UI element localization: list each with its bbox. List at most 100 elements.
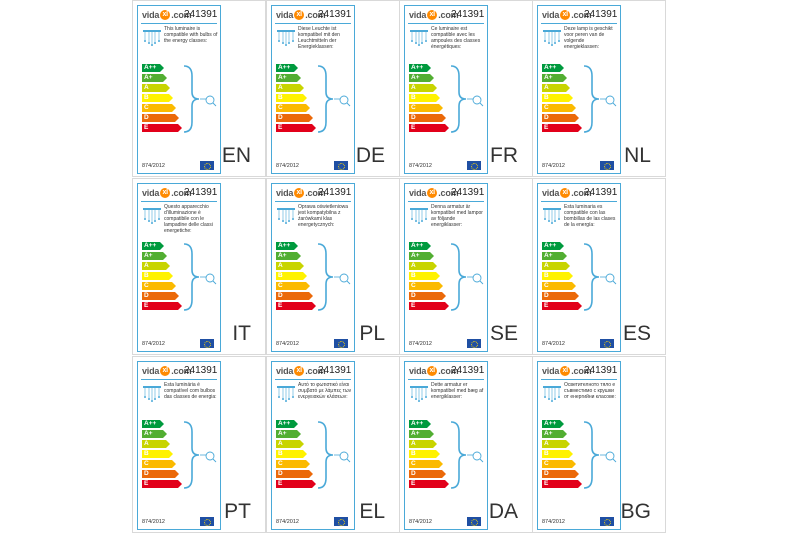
energy-class-bar: A+ [276, 430, 301, 438]
energy-class-bar: C [276, 282, 310, 290]
compatibility-text: Diese Leuchte ist kompatibel mit den Leu… [298, 26, 340, 50]
brand-logo: vida xl .com [276, 364, 326, 378]
regulation-number: 874/2012 [276, 341, 299, 347]
compatibility-text: Deze lamp is geschikt voor peren van de … [564, 26, 613, 50]
compatibility-text: Oprawa oświetleniowa jest kompatybilna z… [298, 204, 349, 228]
energy-class-bar: E [409, 302, 449, 310]
header-divider [541, 23, 617, 24]
energy-class-scale: A++ A+ A B C D E [409, 64, 449, 134]
energy-class-bar: C [409, 460, 443, 468]
energy-class-bar: E [542, 302, 582, 310]
product-code: 241391 [184, 365, 218, 376]
energy-class-bar: A [542, 440, 570, 448]
header-divider [541, 201, 617, 202]
energy-class-bar: B [142, 94, 173, 102]
energy-label: vida xl .com 241391 Oprawa oświetleniowa jes… [271, 183, 355, 352]
brand-logo-prefix: vida [142, 366, 160, 376]
energy-class-bar: A+ [542, 252, 567, 260]
energy-class-scale: A++ A+ A B C D E [409, 242, 449, 312]
brace-bulb-icon [183, 421, 217, 489]
chandelier-icon [277, 30, 295, 46]
language-code: SE [489, 322, 518, 345]
brand-logo: vida xl .com [409, 186, 459, 200]
chandelier-icon [543, 386, 561, 402]
brand-logo-prefix: vida [409, 188, 427, 198]
energy-label: vida xl .com 241391 Αυτό το φωτιστικό είναι … [271, 361, 355, 530]
brand-logo: vida xl .com [409, 364, 459, 378]
energy-label: vida xl .com 241391 Ce luminaire est compati… [404, 5, 488, 174]
energy-label: vida xl .com 241391 Denna armatur är kompati… [404, 183, 488, 352]
energy-class-bar: A [409, 440, 437, 448]
energy-label-cell-da: vida xl .com 241391 Dette armatur er kompati… [399, 356, 533, 533]
energy-class-bar: A [142, 84, 170, 92]
brand-logo-suffix: .com [438, 10, 459, 20]
energy-class-bar: C [542, 460, 576, 468]
brand-logo-prefix: vida [542, 366, 560, 376]
energy-class-bar: A++ [542, 64, 564, 72]
energy-class-bar: C [409, 104, 443, 112]
brace-bulb-icon [317, 243, 351, 311]
regulation-number: 874/2012 [542, 163, 565, 169]
regulation-number: 874/2012 [276, 519, 299, 525]
brand-logo: vida xl .com [276, 186, 326, 200]
brand-logo-suffix: .com [571, 366, 592, 376]
chandelier-icon [410, 30, 428, 46]
energy-class-bar: C [542, 282, 576, 290]
energy-class-bar: A [142, 262, 170, 270]
regulation-number: 874/2012 [142, 341, 165, 347]
brand-logo-prefix: vida [409, 366, 427, 376]
language-code: FR [490, 144, 518, 167]
energy-class-bar: A+ [542, 430, 567, 438]
energy-class-scale: A++ A+ A B C D E [142, 242, 182, 312]
energy-class-bar: A [409, 262, 437, 270]
energy-class-bar: E [142, 124, 182, 132]
energy-class-bar: B [142, 272, 173, 280]
energy-class-bar: B [409, 450, 440, 458]
energy-class-bar: C [142, 104, 176, 112]
brand-logo-dot: xl [160, 188, 171, 198]
energy-class-bar: D [276, 470, 313, 478]
energy-class-scale: A++ A+ A B C D E [142, 420, 182, 490]
eu-flag-icon [200, 517, 214, 526]
energy-label: vida xl .com 241391 Осветителното тяло е съв… [537, 361, 621, 530]
energy-class-scale: A++ A+ A B C D E [542, 64, 582, 134]
brand-logo-prefix: vida [276, 188, 294, 198]
header-divider [141, 201, 217, 202]
brand-logo-prefix: vida [142, 188, 160, 198]
energy-class-bar: D [542, 470, 579, 478]
brace-bulb-icon [450, 421, 484, 489]
brand-logo: vida xl .com [142, 364, 192, 378]
language-code: EN [221, 144, 251, 167]
energy-class-bar: D [276, 114, 313, 122]
energy-class-bar: A++ [142, 242, 164, 250]
chandelier-icon [143, 386, 161, 402]
energy-class-bar: A++ [276, 242, 298, 250]
energy-class-bar: A++ [142, 64, 164, 72]
energy-class-bar: A++ [276, 420, 298, 428]
regulation-number: 874/2012 [409, 163, 432, 169]
product-code: 241391 [318, 187, 352, 198]
energy-label-cell-nl: vida xl .com 241391 Deze lamp is geschikt vo… [532, 0, 666, 177]
compatibility-text: Αυτό το φωτιστικό είναι συμβατό με λάμπε… [298, 382, 352, 400]
brand-logo-suffix: .com [305, 10, 326, 20]
brand-logo-dot: xl [560, 366, 571, 376]
eu-flag-icon [467, 517, 481, 526]
energy-label-cell-es: vida xl .com 241391 Esta luminaria es compat… [532, 178, 666, 355]
brand-logo-dot: xl [294, 10, 305, 20]
language-code: PL [359, 322, 385, 345]
brand-logo-dot: xl [427, 366, 438, 376]
energy-class-bar: A+ [142, 74, 167, 82]
energy-class-bar: A [409, 84, 437, 92]
brand-logo: vida xl .com [142, 186, 192, 200]
energy-class-bar: A++ [542, 420, 564, 428]
energy-class-bar: D [142, 292, 179, 300]
compatibility-text: Осветителното тяло е съвместимо с крушки… [564, 382, 616, 400]
regulation-number: 874/2012 [142, 519, 165, 525]
eu-flag-icon [467, 339, 481, 348]
brace-bulb-icon [317, 421, 351, 489]
brand-logo-dot: xl [427, 10, 438, 20]
energy-class-bar: D [542, 114, 579, 122]
brand-logo-suffix: .com [171, 188, 192, 198]
energy-class-bar: A [276, 84, 304, 92]
product-code: 241391 [584, 365, 618, 376]
